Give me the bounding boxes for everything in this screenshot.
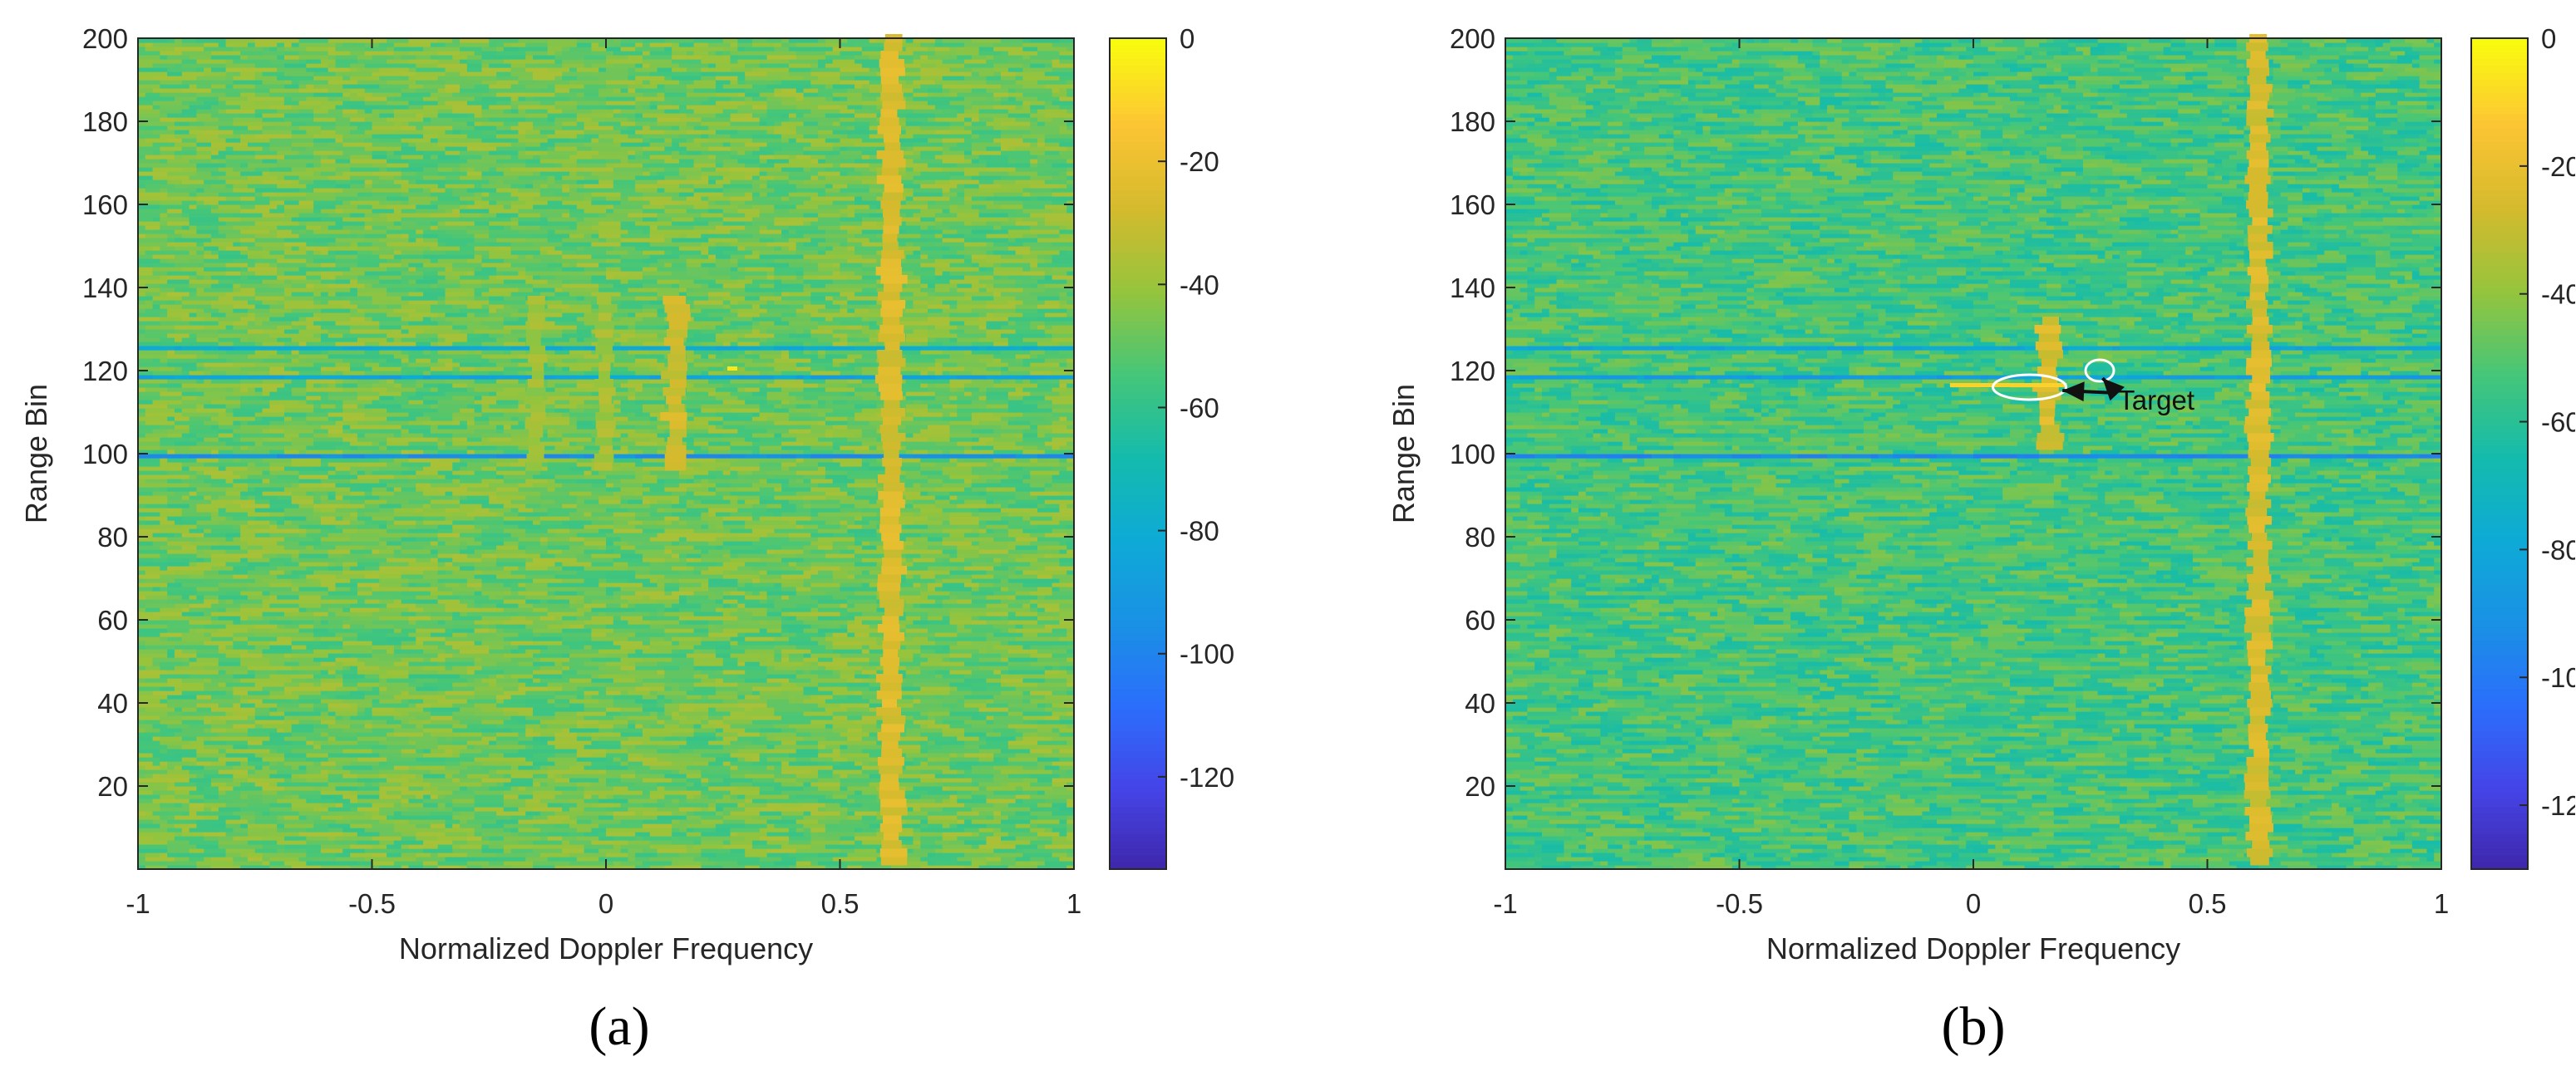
y-tick-label: 80	[97, 522, 128, 553]
heatmap-cells	[138, 38, 1075, 870]
y-tick-label: 180	[82, 106, 128, 137]
ridge-1	[660, 296, 691, 471]
heatmap-svg-a: -1 -0.5 0 0.5 1 Normalized Doppler Frequency 2…	[19, 23, 1234, 966]
annotation-target: Target	[1992, 358, 2194, 415]
ridge-0	[2244, 34, 2274, 866]
chart-panel-a: -1 -0.5 0 0.5 1 Normalized Doppler Frequency 2…	[19, 23, 1234, 1059]
colorbar-tick-label: -60	[2541, 407, 2575, 438]
colorbar-tick-label: -80	[2541, 534, 2575, 565]
target-arrowhead	[2102, 378, 2125, 401]
target-marker	[2084, 358, 2115, 383]
ridge-0	[874, 34, 908, 866]
x-tick-label: 1	[1066, 888, 1081, 919]
target-arrowhead	[2062, 381, 2085, 402]
x-axis: -1 -0.5 0 0.5 1	[1493, 38, 2449, 919]
point-7	[727, 366, 738, 371]
colorbar: 0 -20 -40 -60 -80 -100 -120	[1109, 23, 1234, 870]
x-tick-label: 0	[598, 888, 613, 919]
x-tick-label: -0.5	[348, 888, 396, 919]
x-tick-label: 0	[1966, 888, 1981, 919]
colorbar-tick-label: -100	[1180, 639, 1234, 670]
streak-2	[1949, 383, 2067, 387]
y-axis: 20 40 60 80 100 120 140 160 180 200	[1450, 23, 2441, 802]
ridge-3	[524, 296, 547, 471]
y-tick-label: 160	[1450, 189, 1495, 220]
colorbar-tick-label: -100	[2541, 662, 2575, 693]
y-tick-label: 180	[1450, 106, 1495, 137]
heatmap-svg-b: -1 -0.5 0 0.5 1 Normalized Doppler Frequency 2…	[1387, 23, 2575, 966]
colorbar-tick-label: -80	[1180, 516, 1219, 547]
y-tick-label: 60	[97, 605, 128, 636]
y-tick-label: 160	[82, 189, 128, 220]
y-axis-label: Range Bin	[19, 384, 53, 523]
ridge-2	[594, 296, 618, 471]
x-axis: -1 -0.5 0 0.5 1	[126, 38, 1081, 919]
x-tick-label: 0.5	[2189, 888, 2227, 919]
colorbar-tick-label: -20	[2541, 151, 2575, 182]
colorbar-tick-label: -120	[2541, 790, 2575, 821]
x-tick-label: -0.5	[1716, 888, 1763, 919]
x-tick-label: -1	[126, 888, 150, 919]
x-axis-label: Normalized Doppler Frequency	[399, 931, 813, 966]
chart-panel-b: -1 -0.5 0 0.5 1 Normalized Doppler Frequency 2…	[1288, 0, 2575, 1081]
target-label: Target	[2118, 385, 2194, 415]
y-tick-label: 40	[97, 688, 128, 719]
colorbar-tick-label: -60	[1180, 392, 1219, 423]
colorbar-tick-label: -40	[2541, 279, 2575, 310]
y-tick-label: 20	[97, 771, 128, 802]
y-tick-label: 200	[1450, 23, 1495, 54]
y-tick-label: 100	[82, 439, 128, 469]
y-tick-label: 80	[1465, 522, 1495, 553]
target-marker	[1992, 373, 2068, 401]
y-tick-label: 60	[1465, 605, 1495, 636]
colorbar-tick-label: 0	[2541, 23, 2556, 54]
colorbar-tick-label: 0	[1180, 23, 1194, 54]
ridge-1	[2032, 317, 2065, 450]
x-tick-label: -1	[1493, 888, 1517, 919]
colorbar-tick-label: -120	[1180, 762, 1234, 793]
y-tick-label: 140	[1450, 273, 1495, 303]
colorbar-tick-label: -20	[1180, 146, 1219, 177]
y-axis-label: Range Bin	[1387, 384, 1421, 523]
heatmap-cells	[1505, 38, 2442, 870]
colorbar: 0 -20 -40 -60 -80 -100 -120	[2470, 23, 2575, 870]
panel-label-a: (a)	[495, 995, 744, 1059]
panel-label-b: (b)	[1849, 995, 2098, 1059]
y-axis: 20 40 60 80 100 120 140 160 180 200	[82, 23, 1074, 802]
x-axis-label: Normalized Doppler Frequency	[1766, 931, 2180, 966]
y-tick-label: 140	[82, 273, 128, 303]
colorbar-tick-label: -40	[1180, 269, 1219, 300]
y-tick-label: 120	[1450, 356, 1495, 386]
y-tick-label: 40	[1465, 688, 1495, 719]
y-tick-label: 20	[1465, 771, 1495, 802]
y-tick-label: 100	[1450, 439, 1495, 469]
y-tick-label: 200	[82, 23, 128, 54]
x-tick-label: 1	[2434, 888, 2449, 919]
x-tick-label: 0.5	[821, 888, 859, 919]
y-tick-label: 120	[82, 356, 128, 386]
